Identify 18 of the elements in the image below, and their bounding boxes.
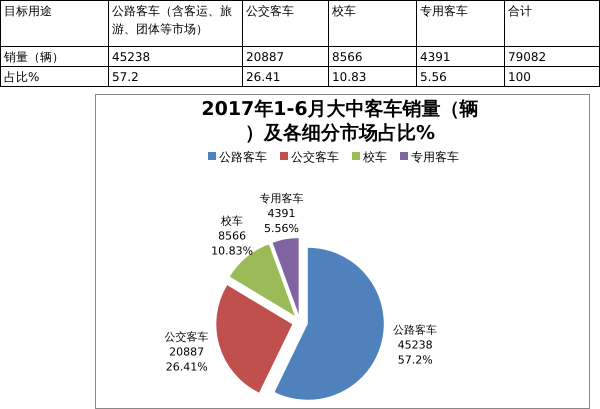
slice-label: 专用客车 (259, 192, 304, 205)
data-label: 45238 (398, 338, 433, 352)
data-label: 4391 (267, 206, 296, 220)
text: 5.56% (264, 222, 299, 235)
slice-label: 公路客车 (393, 324, 438, 337)
slice-label: 校车 (220, 214, 244, 228)
data-label: 8566 (218, 230, 246, 243)
table: 目标用途 公路客车（含客运、旅游、团体等市场） 公交客车 校车 专用客车 合计 销量（辆） 45238 20887 8566 4391 79082 占比% 57.2 26.41 10.83 5.56 100 (0, 0, 600, 87)
text: 57.2% (398, 354, 433, 367)
legend-label: 专用客车 (411, 150, 459, 164)
legend-label: 校车 (362, 150, 387, 164)
text: 10.83% (211, 244, 254, 258)
legend-label: 公交客车 (291, 150, 339, 164)
slice-label: 公交客车 (164, 330, 209, 344)
chart-title: 2017年1-6月大中客车销量（辆）及各细分市场占比% (201, 98, 479, 144)
data-label: 20887 (169, 346, 204, 359)
text: 26.41% (166, 360, 208, 374)
legend-label: 公路客车 (219, 150, 267, 164)
